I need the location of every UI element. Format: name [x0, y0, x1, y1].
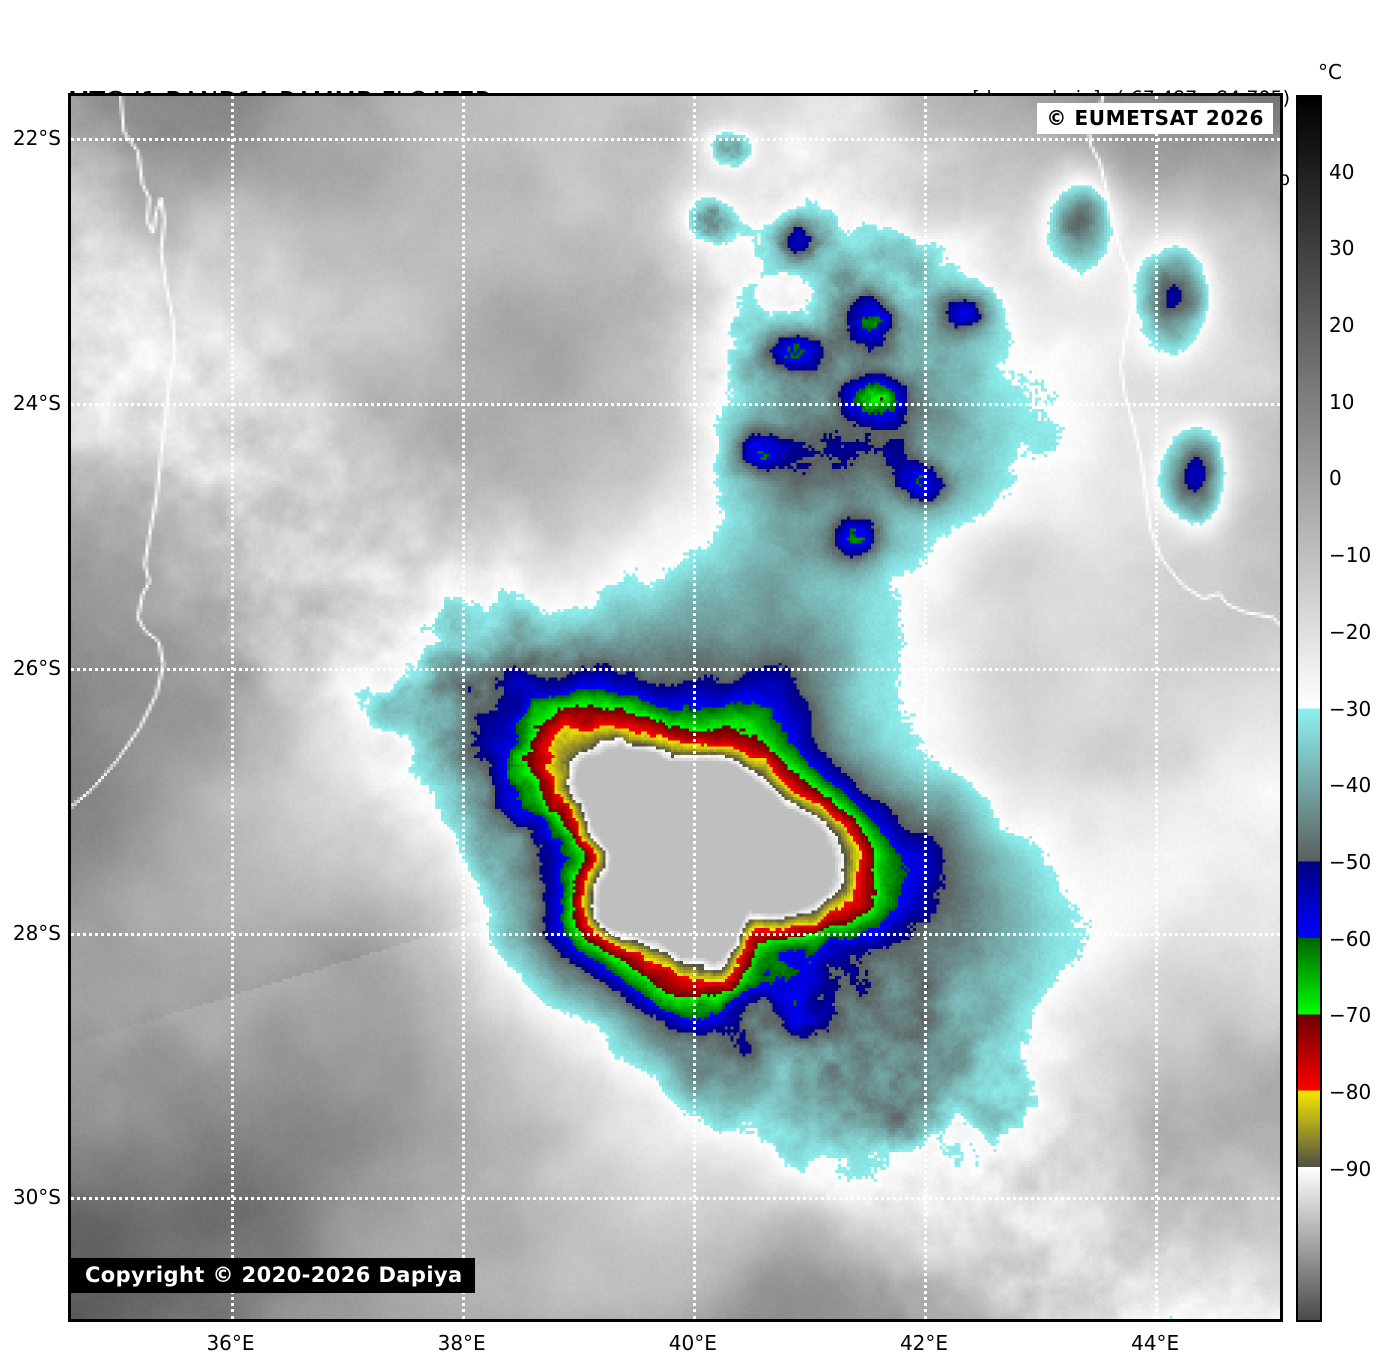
latitude-tick-0: 22°S	[12, 126, 61, 151]
colorbar-gradient	[1296, 95, 1322, 1322]
colorbar-tick-10: −60	[1329, 926, 1372, 951]
latitude-axis: 22°S 24°S 26°S 28°S 30°S	[0, 0, 62, 1359]
colorbar-tick-13: −90	[1329, 1156, 1372, 1181]
eumetsat-copyright-badge: © EUMETSAT 2026	[1037, 103, 1273, 134]
longitude-tick-3: 42°E	[899, 1331, 949, 1355]
colorbar-tick-0: 40	[1329, 159, 1355, 184]
colorbar-tick-12: −80	[1329, 1079, 1372, 1104]
colorbar-tick-1: 30	[1329, 236, 1355, 261]
colorbar-tick-9: −50	[1329, 849, 1372, 874]
satellite-image-panel[interactable]: © EUMETSAT 2026 Copyright © 2020-2026 Da…	[68, 93, 1283, 1322]
longitude-tick-1: 38°E	[437, 1331, 486, 1355]
colorbar-tick-3: 10	[1329, 389, 1355, 414]
longitude-tick-2: 40°E	[668, 1331, 717, 1355]
colorbar-tick-8: −40	[1329, 773, 1372, 798]
longitude-tick-4: 44°E	[1131, 1331, 1180, 1355]
latitude-tick-3: 28°S	[12, 920, 61, 945]
latitude-tick-2: 26°S	[12, 655, 61, 680]
colorbar-tick-5: −10	[1329, 543, 1372, 568]
colorbar-tick-7: −30	[1329, 696, 1372, 721]
longitude-axis: 36°E 38°E 40°E 42°E 44°E	[0, 1331, 1388, 1359]
infrared-satellite-raster	[71, 96, 1280, 1319]
latitude-tick-1: 24°S	[12, 391, 61, 416]
colorbar-units-label: °C	[1318, 60, 1342, 84]
longitude-tick-0: 36°E	[206, 1331, 255, 1355]
latitude-tick-4: 30°S	[12, 1185, 61, 1210]
dapiya-copyright-badge: Copyright © 2020-2026 Dapiya	[71, 1258, 475, 1293]
colorbar-tick-11: −70	[1329, 1003, 1372, 1028]
colorbar-tick-6: −20	[1329, 619, 1372, 644]
colorbar-tick-2: 20	[1329, 313, 1355, 338]
colorbar-tick-4: 0	[1329, 466, 1342, 491]
temperature-colorbar[interactable]	[1296, 95, 1322, 1322]
